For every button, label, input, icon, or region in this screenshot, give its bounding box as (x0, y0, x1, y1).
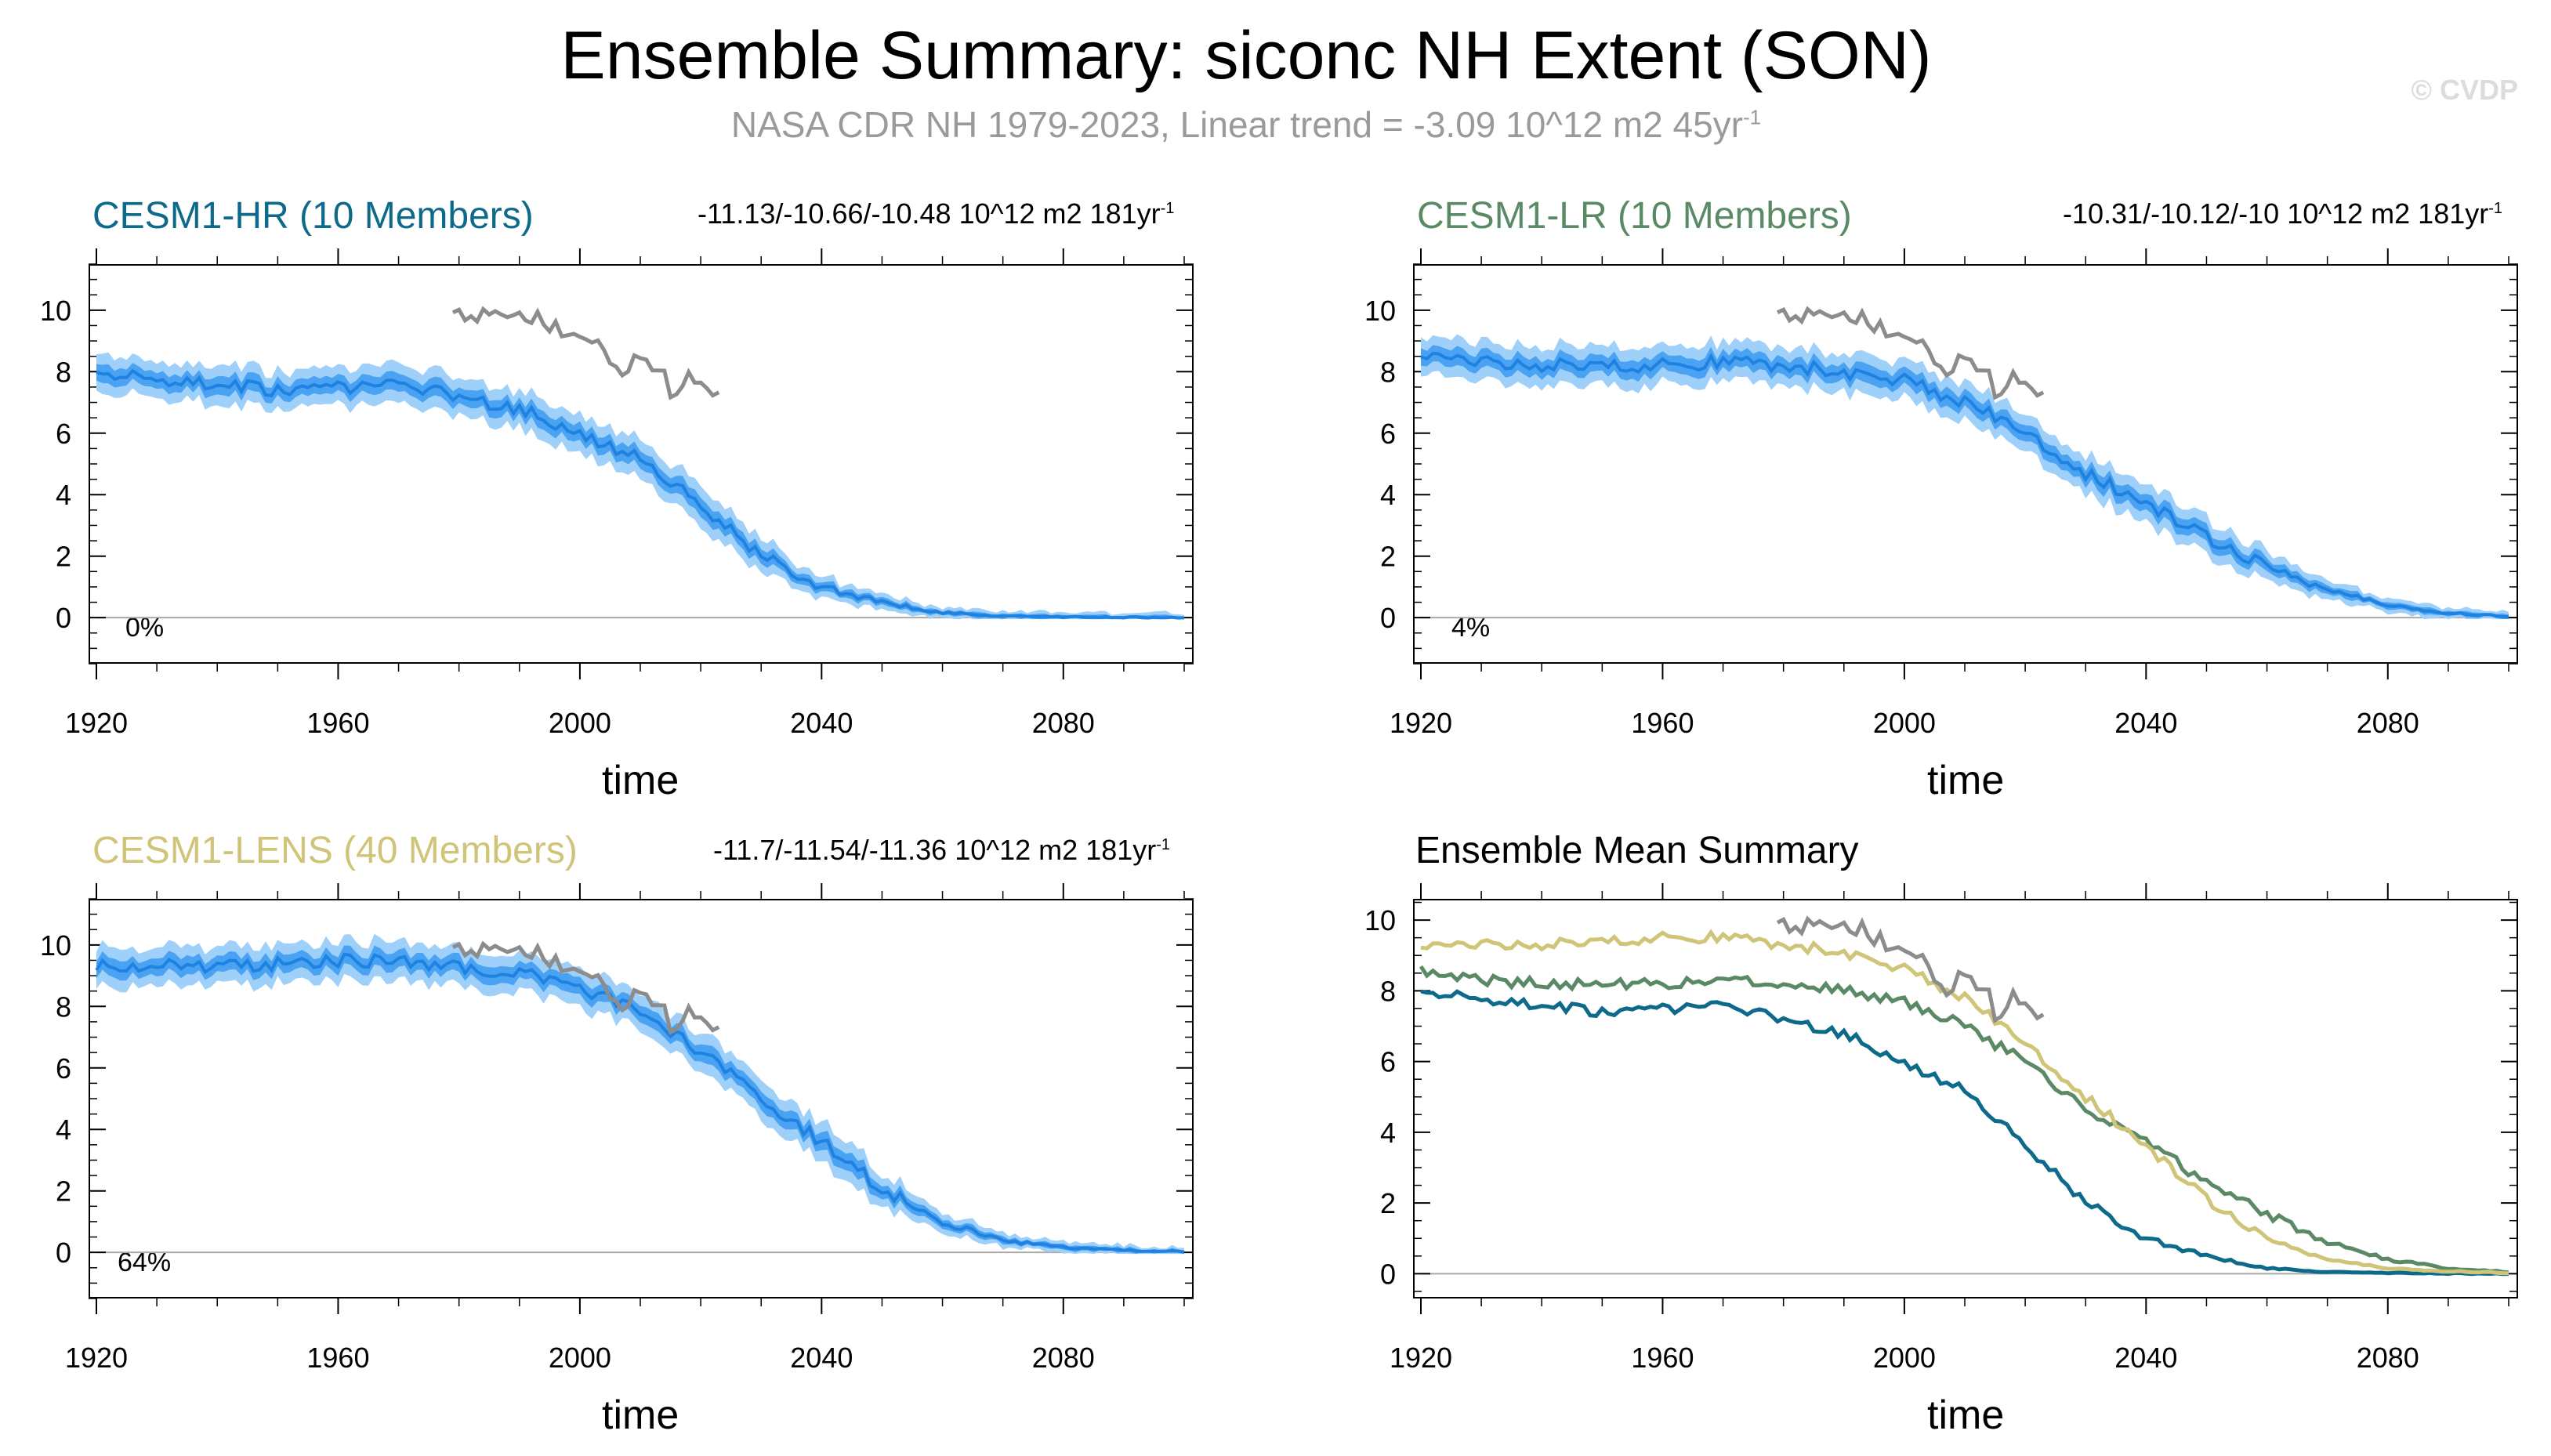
x-tick-label: 2080 (1032, 1342, 1095, 1374)
x-tick-label: 1960 (1631, 707, 1694, 739)
ensemble-iqr-band (1421, 345, 2509, 620)
x-tick-label: 2000 (1873, 1342, 1936, 1374)
x-tick-label: 2040 (2114, 707, 2177, 739)
x-tick-label: 1920 (1390, 1342, 1452, 1374)
y-tick-label: 4 (56, 479, 71, 511)
panel-lens-plot: 0 2 4 6 8 10 1920 1960 2000 2040 2080 (40, 883, 1194, 1374)
panel-hr-plot: 0 2 4 6 8 10 1920 1960 2000 2040 2080 (40, 248, 1194, 739)
panel-lr-plot: 0 2 4 6 8 10 1920 1960 2000 2040 2080 (1364, 248, 2518, 739)
panel-lr-xlabel: time (1927, 758, 2005, 803)
y-tick-label: 10 (1364, 295, 1396, 327)
panel-lr-trend-sup: -1 (2488, 200, 2503, 217)
y-tick-label: 2 (1380, 541, 1396, 573)
subtitle-text: NASA CDR NH 1979-2023, Linear trend = -3… (730, 104, 1743, 145)
x-tick-label: 1960 (1631, 1342, 1694, 1374)
panel-summary-frame (1413, 899, 2518, 1298)
panel-hr-trend-text: -11.13/-10.66/-10.48 10^12 m2 181yr (698, 197, 1161, 230)
x-tick-label: 1960 (306, 707, 369, 739)
y-tick-label: 8 (56, 356, 71, 388)
y-tick-label: 6 (1380, 1046, 1396, 1078)
cesm1-hr-mean-line (1420, 989, 2509, 1277)
panel-hr-trend-sup: -1 (1160, 200, 1175, 217)
panel-lr-title: CESM1-LR (10 Members) (1417, 195, 1852, 237)
panel-lens-trend: -11.7/-11.54/-11.36 10^12 m2 181yr-1 (713, 834, 1170, 867)
x-tick-label: 2000 (549, 707, 611, 739)
y-tick-label: 10 (40, 929, 71, 962)
x-tick-label: 2040 (790, 707, 853, 739)
ensemble-mean-line (96, 368, 1185, 620)
y-tick-label: 0 (56, 1237, 71, 1269)
panel-sum-plot: 0 2 4 6 8 10 1920 1960 2000 2040 2080 (1364, 883, 2518, 1374)
y-tick-label: 2 (1380, 1187, 1396, 1219)
ensemble-iqr-band (96, 945, 1184, 1255)
figure-title: Ensemble Summary: siconc NH Extent (SON) (560, 18, 1932, 93)
panel-lens-trend-text: -11.7/-11.54/-11.36 10^12 m2 181yr (713, 834, 1157, 866)
y-tick-label: 10 (40, 295, 71, 327)
cvdp-watermark: © CVDP (2411, 74, 2518, 106)
panel-lr-trend: -10.31/-10.12/-10 10^12 m2 181yr-1 (2063, 197, 2502, 230)
subtitle-superscript: -1 (1743, 105, 1762, 129)
y-tick-label: 10 (1364, 904, 1396, 936)
x-tick-label: 2040 (2114, 1342, 2177, 1374)
y-tick-label: 6 (56, 1052, 71, 1085)
y-tick-label: 6 (1380, 418, 1396, 450)
x-tick-label: 2040 (790, 1342, 853, 1374)
y-tick-label: 8 (1380, 356, 1396, 388)
cesm1-lens-mean-line (1420, 929, 2509, 1276)
panel-lr-trend-text: -10.31/-10.12/-10 10^12 m2 181yr (2063, 197, 2489, 230)
x-tick-label: 1920 (65, 707, 128, 739)
y-tick-label: 0 (1380, 1258, 1396, 1290)
x-tick-label: 1920 (65, 1342, 128, 1374)
panel-lens-xlabel: time (602, 1393, 679, 1438)
ensemble-mean-line (1420, 351, 2509, 619)
ensemble-range-band (96, 933, 1184, 1255)
cesm1-lr-mean-line (1419, 965, 2509, 1275)
figure-subtitle: NASA CDR NH 1979-2023, Linear trend = -3… (0, 103, 2492, 146)
x-tick-label: 2000 (549, 1342, 611, 1374)
x-tick-label: 1960 (306, 1342, 369, 1374)
ensemble-mean-line (95, 952, 1185, 1254)
nasa-cdr-obs-line (1776, 915, 2045, 1023)
y-tick-label: 2 (56, 1175, 71, 1208)
y-tick-label: 8 (56, 991, 71, 1023)
y-tick-label: 0 (56, 602, 71, 634)
x-tick-label: 2080 (1032, 707, 1095, 739)
y-tick-label: 4 (56, 1114, 71, 1146)
ensemble-range-band (96, 352, 1184, 620)
panel-lens-title: CESM1-LENS (40 Members) (92, 830, 578, 871)
panel-summary-xlabel: time (1927, 1393, 2005, 1438)
y-tick-label: 8 (1380, 975, 1396, 1007)
x-tick-label: 2080 (2357, 1342, 2419, 1374)
panel-hr-trend: -11.13/-10.66/-10.48 10^12 m2 181yr-1 (698, 197, 1174, 230)
y-tick-label: 2 (56, 541, 71, 573)
nasa-cdr-obs-line (451, 306, 720, 400)
y-tick-label: 4 (1380, 1117, 1396, 1149)
panel-hr-xlabel: time (602, 758, 679, 803)
y-tick-label: 0 (1380, 602, 1396, 634)
x-tick-label: 1920 (1390, 707, 1452, 739)
nasa-cdr-obs-line (451, 940, 720, 1035)
panel-lens-trend-sup: -1 (1156, 836, 1171, 853)
panel-summary-title: Ensemble Mean Summary (1415, 830, 1859, 871)
y-tick-label: 6 (56, 418, 71, 450)
x-tick-label: 2080 (2357, 707, 2419, 739)
x-tick-label: 2000 (1873, 707, 1936, 739)
panel-hr-title: CESM1-HR (10 Members) (92, 195, 534, 237)
y-tick-label: 4 (1380, 479, 1396, 511)
nasa-cdr-obs-line (1776, 306, 2045, 400)
